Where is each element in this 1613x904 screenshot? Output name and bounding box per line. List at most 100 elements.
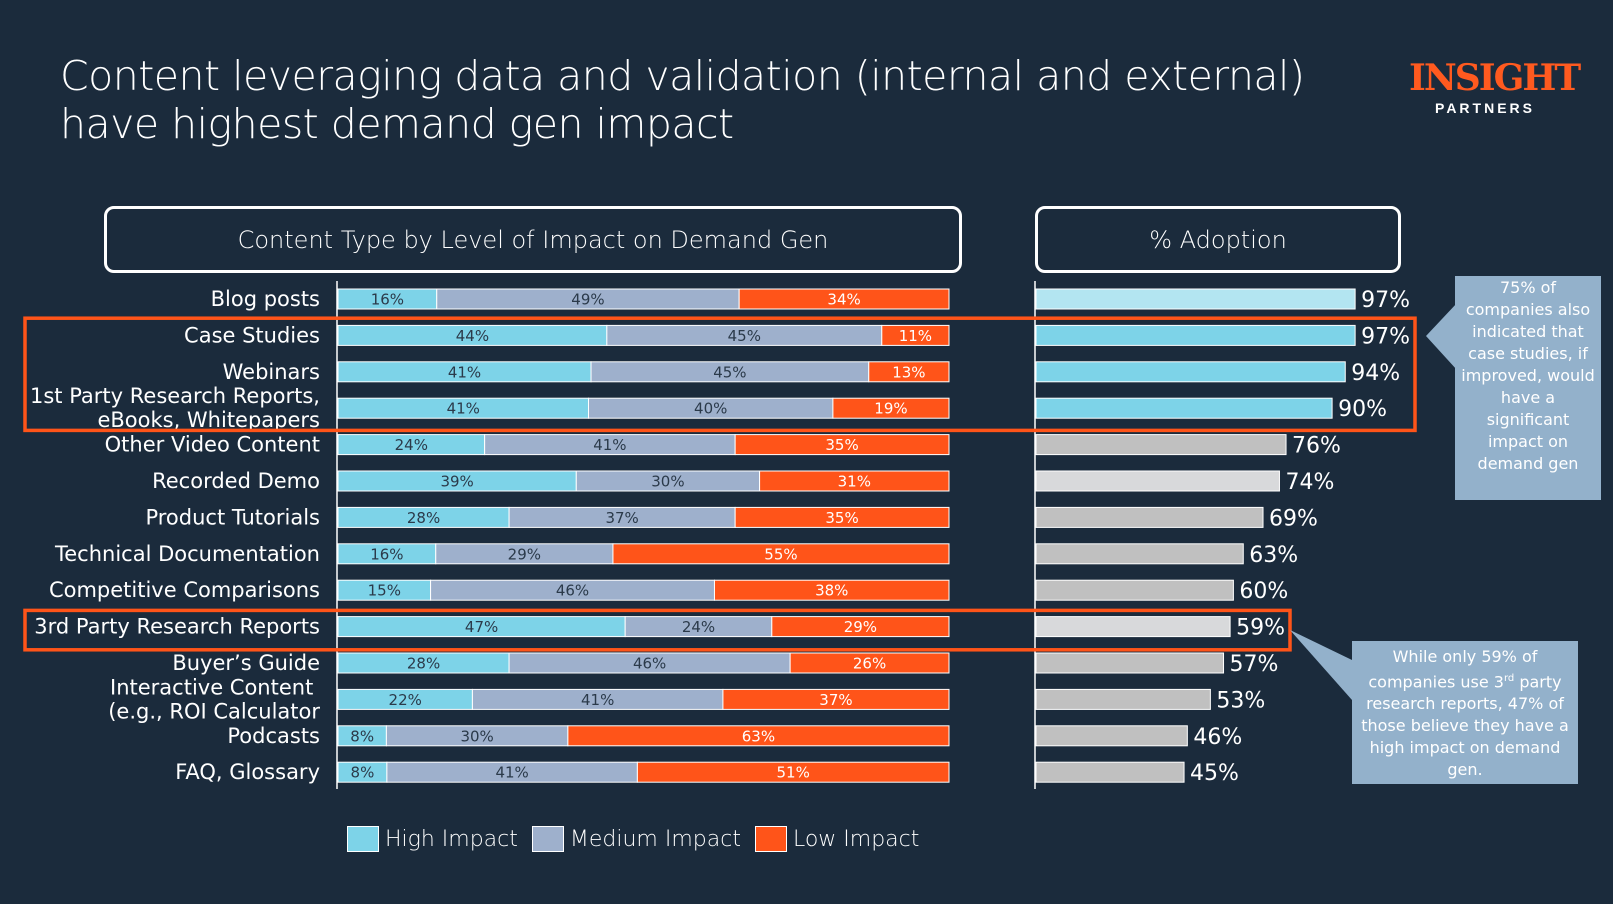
case-studies-callout-text: 75% of companies also indicated that cas… <box>1461 278 1595 473</box>
adoption-bar <box>1035 725 1188 747</box>
impact-bar-low <box>636 761 950 783</box>
impact-bar-label: 29% <box>508 545 541 563</box>
adoption-value-label: 76% <box>1292 434 1341 459</box>
third-party-callout-sup: rd <box>1503 673 1515 684</box>
impact-bar-label: 24% <box>682 618 715 636</box>
impact-bar-label: 30% <box>460 727 493 745</box>
impact-bar-label: 37% <box>605 509 638 527</box>
legend-label-medium: Medium Impact <box>569 826 741 852</box>
impact-bar-label: 35% <box>825 509 858 527</box>
adoption-value-label: 45% <box>1190 761 1239 786</box>
highlight-box-third-party <box>23 608 1292 652</box>
legend: High Impact Medium Impact Low Impact <box>347 826 933 852</box>
category-label: Podcasts <box>227 724 320 748</box>
adoption-bar <box>1035 579 1234 601</box>
third-party-callout: While only 59% of companies use 3rd part… <box>1352 641 1578 784</box>
adoption-bar <box>1035 506 1264 528</box>
page-title: Content leveraging data and validation (… <box>60 52 1305 148</box>
case-studies-callout: 75% of companies also indicated that cas… <box>1455 276 1601 500</box>
logo-wordmark: INSIGHT <box>1409 57 1581 99</box>
category-label: Buyer’s Guide <box>172 651 320 675</box>
adoption-value-label: 94% <box>1351 361 1400 386</box>
callout-pointer-third-party <box>1290 630 1352 700</box>
legend-item-low: Low Impact <box>754 826 920 852</box>
category-label-line: 1st Party Research Reports, <box>30 384 320 408</box>
impact-bar-label: 39% <box>440 473 473 491</box>
impact-bar-label: 16% <box>371 291 404 309</box>
impact-bar-label: 44% <box>456 327 489 345</box>
legend-swatch-high <box>347 826 379 852</box>
impact-bar-label: 24% <box>395 436 428 454</box>
impact-bar-label: 15% <box>368 582 401 600</box>
category-label: Recorded Demo <box>152 469 320 493</box>
impact-bar-label: 49% <box>571 291 604 309</box>
adoption-bar <box>1035 688 1211 710</box>
legend-item-high: High Impact <box>347 826 518 852</box>
adoption-bar <box>1035 361 1346 383</box>
impact-bar-label: 28% <box>407 655 440 673</box>
category-label: 3rd Party Research Reports <box>34 615 320 639</box>
impact-bar-label: 30% <box>651 473 684 491</box>
adoption-bar <box>1035 761 1185 783</box>
impact-bar-low <box>567 725 950 747</box>
impact-bar-low <box>734 506 950 528</box>
impact-bar-low <box>612 543 950 565</box>
adoption-bar <box>1035 616 1231 638</box>
impact-bar-label: 41% <box>447 400 480 418</box>
impact-bar-low <box>759 470 950 492</box>
impact-bar-label: 29% <box>844 618 877 636</box>
impact-bar-low <box>789 652 950 674</box>
impact-bar-label: 8% <box>351 764 375 782</box>
impact-bar-low <box>734 434 950 456</box>
category-label: Case Studies <box>184 323 320 347</box>
category-label-line: eBooks, Whitepapers <box>97 408 320 432</box>
category-label: Competitive Comparisons <box>49 578 320 602</box>
impact-bar-label: 40% <box>694 400 727 418</box>
title-line-2: have highest demand gen impact <box>60 100 734 148</box>
adoption-value-label: 97% <box>1361 324 1410 349</box>
impact-bar-low <box>868 361 950 383</box>
impact-chart-header: Content Type by Level of Impact on Deman… <box>104 206 962 273</box>
legend-label-high: High Impact <box>385 826 518 852</box>
category-label: Technical Documentation <box>54 542 320 566</box>
impact-bar-label: 26% <box>853 655 886 673</box>
legend-label-low: Low Impact <box>792 826 920 852</box>
adoption-value-label: 59% <box>1236 616 1285 641</box>
third-party-callout-text-post: party research reports, 47% of those bel… <box>1361 672 1569 780</box>
adoption-bar <box>1035 288 1356 310</box>
impact-bar-label: 13% <box>892 363 925 381</box>
impact-bar-label: 63% <box>742 727 775 745</box>
category-label-line: Interactive Content <box>110 675 320 699</box>
category-label: 1st Party Research Reports, eBooks, White… <box>30 384 320 432</box>
adoption-bar <box>1035 652 1225 674</box>
adoption-bar <box>1035 543 1244 565</box>
adoption-value-label: 53% <box>1216 688 1265 713</box>
category-label: Blog posts <box>211 287 320 311</box>
adoption-bar <box>1035 470 1280 492</box>
logo-subtitle: PARTNERS <box>1435 100 1535 116</box>
impact-bar-low <box>713 579 950 601</box>
legend-swatch-medium <box>531 826 564 852</box>
legend-item-medium: Medium Impact <box>531 826 741 852</box>
adoption-value-label: 74% <box>1285 470 1334 495</box>
adoption-bar <box>1035 324 1356 346</box>
category-label: Interactive Content (e.g., ROI Calculato… <box>108 675 320 723</box>
adoption-value-label: 97% <box>1361 288 1410 313</box>
impact-bar-label: 38% <box>815 582 848 600</box>
adoption-value-label: 60% <box>1239 579 1288 604</box>
category-label: FAQ, Glossary <box>175 760 320 784</box>
impact-bar-label: 28% <box>407 509 440 527</box>
adoption-value-label: 69% <box>1269 506 1318 531</box>
impact-bar-low <box>771 616 950 638</box>
adoption-value-label: 90% <box>1338 397 1387 422</box>
adoption-chart-header: % Adoption <box>1035 206 1401 273</box>
impact-bar-low <box>722 688 950 710</box>
impact-bar-label: 46% <box>556 582 589 600</box>
impact-bar-label: 41% <box>495 764 528 782</box>
category-label: Product Tutorials <box>145 505 320 529</box>
impact-bar-low <box>832 397 950 419</box>
impact-bar-label: 8% <box>350 727 374 745</box>
impact-bar-label: 31% <box>838 473 871 491</box>
impact-bar-label: 41% <box>581 691 614 709</box>
